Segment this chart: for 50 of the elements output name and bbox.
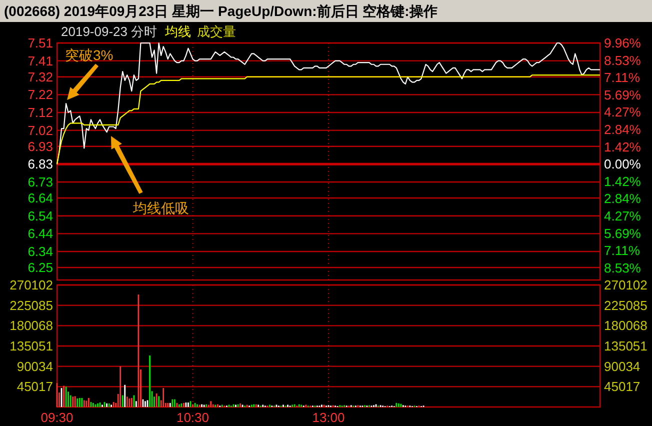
text: 均线 — [164, 24, 192, 39]
y2-tick-label: 180068 — [604, 318, 648, 334]
y2-tick-label: 1.42% — [604, 139, 642, 154]
y-tick-label: 6.73 — [28, 174, 53, 190]
y-tick-label: 7.12 — [28, 104, 53, 120]
x-tick-label: 13:00 — [312, 410, 345, 425]
y2-tick-label: 7.11% — [604, 70, 640, 86]
y-tick-label: 6.44 — [28, 226, 53, 242]
y-tick-label: 7.02 — [28, 122, 53, 138]
y2-tick-label: 270102 — [604, 278, 648, 292]
y-tick-label: 45017 — [16, 379, 53, 394]
y2-tick-label: 8.53% — [604, 52, 642, 68]
x-tick-label: 10:30 — [176, 410, 210, 425]
y-tick-label: 7.22 — [28, 87, 53, 102]
y-tick-label: 7.32 — [28, 69, 53, 84]
y2-tick-label: 1.42% — [604, 174, 642, 189]
line-series — [56, 74, 601, 165]
y-tick-label: 135051 — [10, 338, 53, 354]
y2-tick-label: 9.96% — [604, 36, 642, 50]
y2-tick-label: 4.27% — [604, 104, 642, 120]
y-tick-label: 6.54 — [28, 208, 53, 224]
y2-tick-label: 135051 — [604, 338, 648, 354]
chart-title: (002668) 2019年09月23日 星期一 PageUp/Down:前后日 空格键:操作 — [4, 3, 438, 19]
y-tick-label: 6.34 — [28, 244, 53, 259]
y-tick-label: 225085 — [10, 298, 53, 313]
annotation: 突破3% — [65, 47, 114, 63]
y-tick-label: 6.64 — [28, 190, 53, 206]
y-tick-label: 7.51 — [28, 36, 53, 50]
y2-tick-label: 5.69% — [604, 226, 642, 241]
y2-tick-label: 2.84% — [604, 191, 642, 206]
x-tick-label: 09:30 — [40, 410, 74, 425]
y2-tick-label: 225085 — [604, 298, 648, 313]
y2-tick-label: 2.84% — [604, 122, 642, 138]
y-tick-label: 180068 — [10, 318, 53, 334]
y2-tick-label: 45017 — [604, 379, 640, 394]
y-tick-label: 90034 — [16, 358, 53, 374]
y-tick-label: 6.83 — [28, 156, 53, 172]
y-tick-label: 6.93 — [28, 138, 53, 154]
chart-subtitle: 2019-09-23 分时 — [61, 24, 158, 39]
y-tick-label: 7.41 — [28, 53, 53, 68]
y2-tick-label: 0.00% — [604, 156, 642, 172]
y-tick-label: 270102 — [10, 278, 53, 292]
y2-tick-label: 7.11% — [604, 243, 640, 258]
y2-tick-label: 4.27% — [604, 208, 642, 224]
y2-tick-label: 5.69% — [604, 87, 642, 102]
y-tick-label: 6.25 — [28, 260, 53, 276]
annotation: 均线低吸 — [132, 200, 189, 216]
text: 成交量 — [197, 24, 236, 39]
y2-tick-label: 90034 — [604, 358, 640, 374]
y2-tick-label: 8.53% — [604, 260, 642, 276]
